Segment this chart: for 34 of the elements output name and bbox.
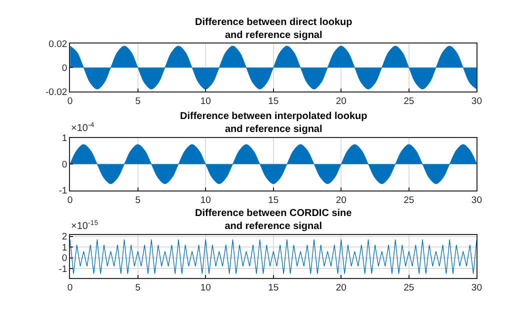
y-tick-label: 1 [62,133,68,144]
x-tick-label: 15 [268,194,279,206]
x-tick-label: 25 [404,282,414,294]
x-tick-label: 30 [471,194,482,206]
x-tick-label: 10 [200,282,211,294]
y-tick-label: 2 [62,232,68,243]
x-tick-label: 15 [268,96,279,107]
x-tick-label: 10 [200,96,211,107]
y-tick-label: -1 [58,264,68,275]
y-tick-label: 0 [62,62,68,74]
x-tick-label: 10 [200,194,211,206]
chart-title: Difference between interpolated lookup and reference signal [180,111,368,135]
text: ×10$^{-15}$ [71,220,98,232]
y-tick-label: 0 [62,159,68,170]
chart-title: Difference between direct lookup and reference signal [195,17,352,41]
x-tick-label: 5 [135,96,140,107]
chart-title: Difference between CORDIC sine and reference signal [195,208,352,232]
y-tick-label: 0 [62,253,68,264]
y-tick-label: 0.02 [48,38,68,50]
x-tick-label: 25 [404,96,414,107]
y-tick-label: -0.02 [46,86,68,98]
x-tick-label: 5 [135,194,140,206]
y-tick-label: 1 [62,242,68,254]
x-tick-label: 25 [404,194,414,206]
x-tick-label: 15 [268,282,279,294]
x-tick-label: 5 [135,282,140,294]
text: ×10$^{-4}$ [71,122,94,134]
y-tick-label: -1 [58,186,68,197]
x-tick-label: 20 [336,96,346,107]
x-tick-label: 30 [471,96,482,107]
line-series [70,239,477,274]
x-tick-label: 20 [336,282,346,294]
x-tick-label: 30 [471,282,482,294]
x-tick-label: 20 [336,194,346,206]
